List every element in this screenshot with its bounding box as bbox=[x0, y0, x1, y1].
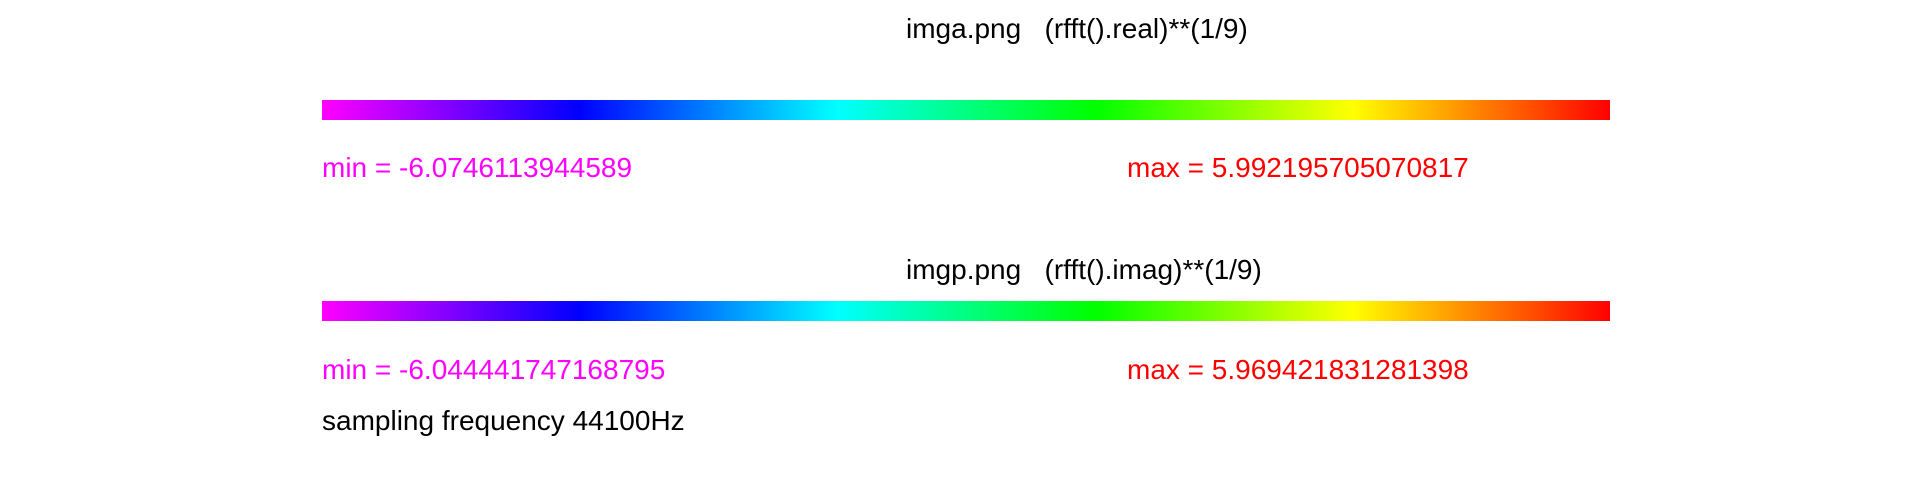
panel-1-min-label: min = -6.0746113944589 bbox=[322, 152, 633, 183]
panel-2-min-label: min = -6.044441747168795 bbox=[322, 354, 666, 385]
panel-2-max-label: max = 5.969421831281398 bbox=[1127, 354, 1469, 385]
panel-1-max-label: max = 5.992195705070817 bbox=[1127, 152, 1469, 183]
panel-2-title: imgp.png (rfft().imag)**(1/9) bbox=[906, 254, 1262, 285]
sampling-frequency-label: sampling frequency 44100Hz bbox=[322, 405, 685, 436]
panel-1-colorbar bbox=[322, 100, 1610, 120]
panel-1-title: imga.png (rfft().real)**(1/9) bbox=[906, 13, 1248, 44]
panel-2-colorbar bbox=[322, 301, 1610, 321]
